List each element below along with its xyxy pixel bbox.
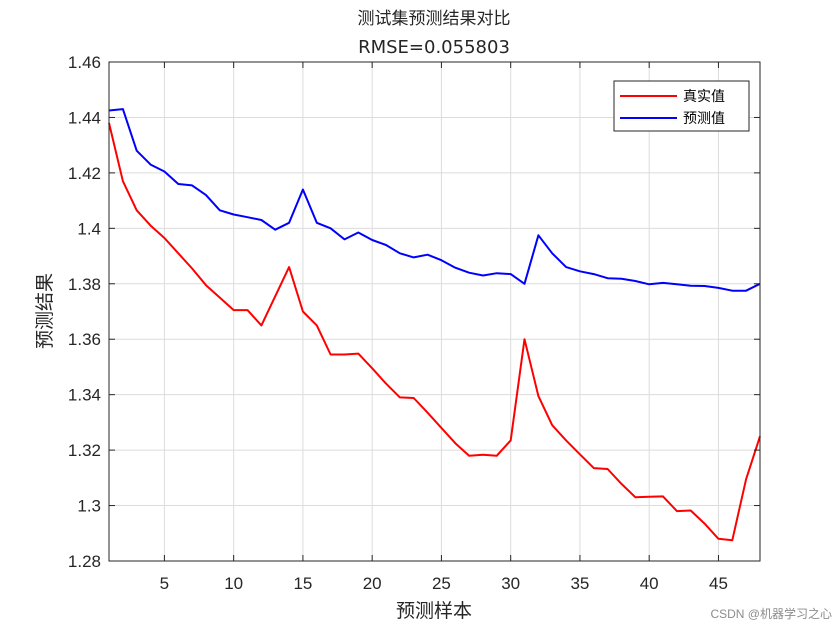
y-tick-label-7: 1.42 [68,164,101,183]
series-line-1 [108,108,761,292]
y-axis-label: 预测结果 [34,273,56,349]
y-tick-label-5: 1.38 [68,275,101,294]
x-tick-label-8: 45 [709,574,728,593]
watermark: CSDN @机器学习之心 [710,606,832,621]
y-tick-label-9: 1.46 [68,53,101,72]
x-tick-label-4: 25 [432,574,451,593]
y-tick-label-6: 1.4 [77,219,101,238]
axes-box [108,61,761,562]
y-tick-label-3: 1.34 [68,386,101,405]
y-tick-label-0: 1.28 [68,552,101,571]
chart-title: 测试集预测结果对比 [358,9,511,29]
y-tick-label-8: 1.44 [68,108,101,127]
series-line-0 [108,122,761,542]
y-tick-label-1: 1.3 [77,497,101,516]
axis-ticks [109,61,760,562]
legend: 真实值 预测值 [613,80,750,132]
x-axis-label: 预测样本 [396,600,472,622]
x-tick-label-5: 30 [501,574,520,593]
x-tick-label-2: 15 [293,574,312,593]
x-tick-label-6: 35 [570,574,589,593]
legend-box [613,80,750,132]
chart-subtitle: RMSE=0.055803 [358,37,510,58]
x-tick-label-7: 40 [640,574,659,593]
x-tick-labels: 5 10 15 20 25 30 35 40 45 [160,574,728,593]
y-tick-label-4: 1.36 [68,330,101,349]
legend-label-true: 真实值 [683,89,725,105]
legend-label-pred: 预测值 [683,111,725,127]
x-tick-label-0: 5 [160,574,169,593]
x-tick-label-1: 10 [224,574,243,593]
series-lines [108,108,761,542]
y-tick-label-2: 1.32 [68,441,101,460]
y-tick-labels: 1.28 1.3 1.32 1.34 1.36 1.38 1.4 1.42 1.44 1.46 [68,53,101,571]
x-tick-label-3: 20 [363,574,382,593]
